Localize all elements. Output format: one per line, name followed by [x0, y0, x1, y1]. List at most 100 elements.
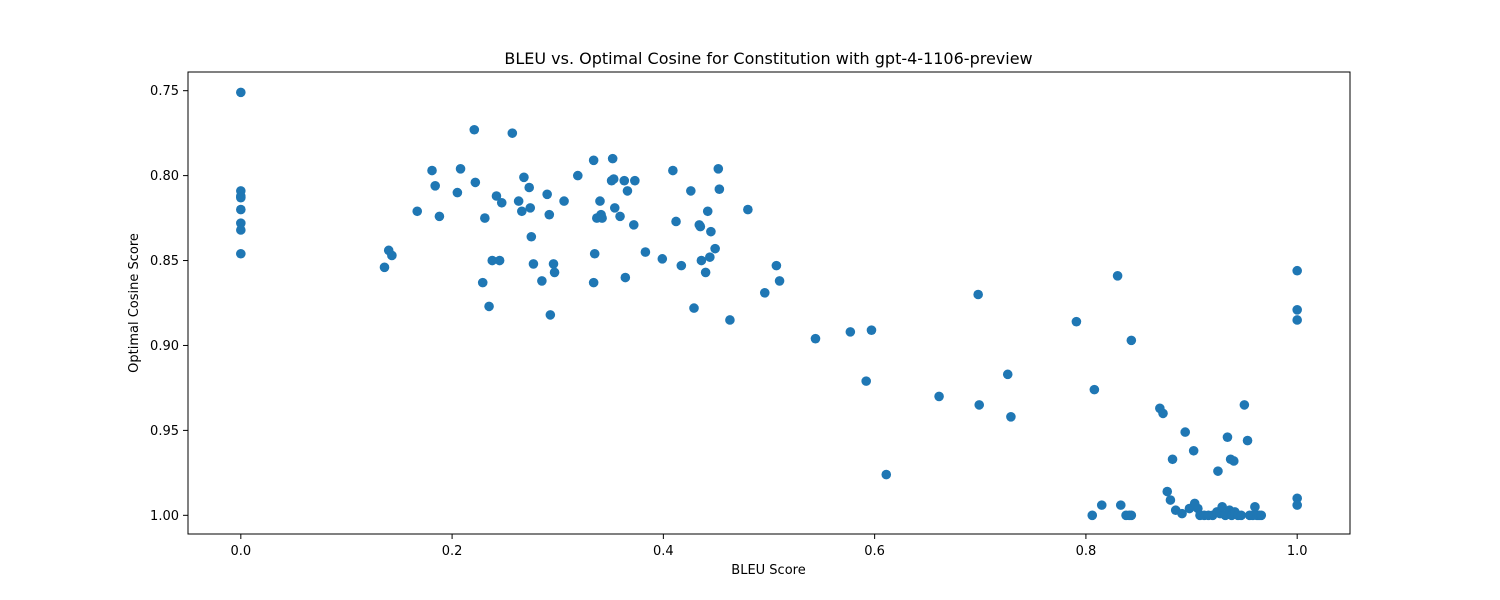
scatter-point: [1089, 384, 1100, 395]
scatter-point: [434, 211, 445, 222]
scatter-point: [725, 315, 735, 325]
scatter-point: [1188, 445, 1199, 456]
y-tick-label: 0.95: [150, 424, 179, 439]
x-tick-label: 0.0: [230, 544, 251, 559]
scatter-point: [668, 165, 678, 176]
scatter-point: [588, 155, 599, 166]
scatter-point: [705, 252, 715, 262]
scatter-point: [620, 272, 631, 283]
scatter-point: [452, 187, 463, 198]
scatter-point: [572, 170, 583, 181]
scatter-point: [480, 213, 490, 223]
scatter-point: [689, 303, 699, 313]
scatter-point: [630, 175, 640, 186]
scatter-point: [700, 267, 711, 278]
scatter-point: [1126, 335, 1137, 346]
scatter-point: [759, 288, 770, 298]
scatter-point: [628, 220, 639, 230]
scatter-point: [609, 203, 620, 213]
x-axis: 0.0 0.2 0.4 0.6 0.8 1.0: [230, 534, 1308, 559]
scatter-point: [1115, 500, 1126, 510]
scatter-point: [1222, 432, 1233, 442]
scatter-point: [881, 469, 892, 480]
scatter-point: [470, 177, 481, 188]
scatter-point: [524, 182, 535, 193]
scatter-point: [743, 204, 753, 215]
scatter-point: [934, 391, 944, 402]
scatter-point: [549, 267, 560, 278]
scatter-point: [1180, 427, 1191, 437]
scatter-point: [1177, 508, 1187, 519]
scatter-point: [866, 325, 877, 335]
scatter-point: [455, 164, 466, 174]
scatter-point: [589, 248, 600, 259]
scatter-point: [494, 255, 505, 266]
scatter-point: [469, 124, 480, 135]
y-tick-label: 0.80: [150, 169, 179, 184]
scatter-point: [810, 333, 821, 344]
scatter-point: [507, 128, 518, 138]
scatter-point: [412, 206, 423, 217]
scatter-point: [236, 87, 246, 98]
scatter-point: [537, 276, 547, 286]
scatter-point: [1256, 510, 1267, 521]
scatter-point: [526, 231, 537, 242]
scatter-point: [1292, 315, 1302, 325]
scatter-point: [696, 255, 707, 266]
scatter-point: [1006, 412, 1016, 422]
scatter-point: [588, 277, 599, 288]
scatter-point: [686, 186, 696, 196]
scatter-point: [1292, 304, 1302, 315]
scatter-point: [1213, 466, 1223, 476]
scatter-point: [542, 189, 552, 200]
scatter-point: [544, 209, 555, 220]
x-tick-label: 0.2: [442, 544, 463, 559]
y-tick-label: 0.75: [150, 84, 179, 99]
scatter-point: [517, 206, 527, 217]
scatter-point: [1292, 265, 1302, 276]
y-tick-label: 0.90: [150, 339, 179, 354]
scatter-point: [1096, 500, 1107, 510]
scatter-point: [491, 191, 502, 201]
scatter-point: [513, 196, 524, 206]
scatter-point: [608, 174, 619, 184]
x-tick-label: 1.0: [1287, 544, 1308, 559]
scatter-point: [387, 250, 397, 261]
scatter-point: [236, 192, 246, 203]
x-tick-label: 0.6: [864, 544, 885, 559]
scatter-point: [710, 243, 720, 254]
scatter-point: [519, 172, 529, 183]
scatter-point: [487, 255, 498, 266]
y-axis: 0.75 0.80 0.85 0.90 0.95 1.00: [150, 84, 188, 524]
scatter-point: [236, 204, 246, 215]
scatter-point: [706, 226, 716, 237]
scatter-point: [236, 225, 246, 235]
scatter-point: [702, 206, 713, 217]
scatter-point: [1165, 495, 1176, 505]
scatter-point: [671, 216, 681, 227]
scatter-point: [845, 327, 856, 337]
scatter-point: [619, 175, 630, 186]
scatter-point: [1071, 316, 1082, 327]
scatter-point: [861, 376, 871, 386]
scatter-point: [528, 259, 539, 269]
scatter-point: [1162, 486, 1173, 497]
scatter-point: [545, 310, 556, 320]
scatter-point: [615, 211, 625, 222]
y-tick-label: 0.85: [150, 254, 179, 269]
y-tick-label: 1.00: [150, 509, 179, 524]
scatter-point: [640, 247, 651, 257]
data-points: [236, 87, 1302, 521]
scatter-point: [496, 197, 507, 208]
scatter-point: [1292, 500, 1302, 510]
scatter-point: [1229, 456, 1239, 466]
scatter-point: [1292, 493, 1302, 504]
scatter-point: [1002, 369, 1013, 380]
scatter-point: [484, 301, 494, 312]
scatter-point: [695, 221, 706, 232]
scatter-point: [657, 254, 668, 264]
x-tick-label: 0.4: [653, 544, 674, 559]
scatter-point: [427, 165, 437, 176]
scatter-point: [379, 262, 390, 273]
